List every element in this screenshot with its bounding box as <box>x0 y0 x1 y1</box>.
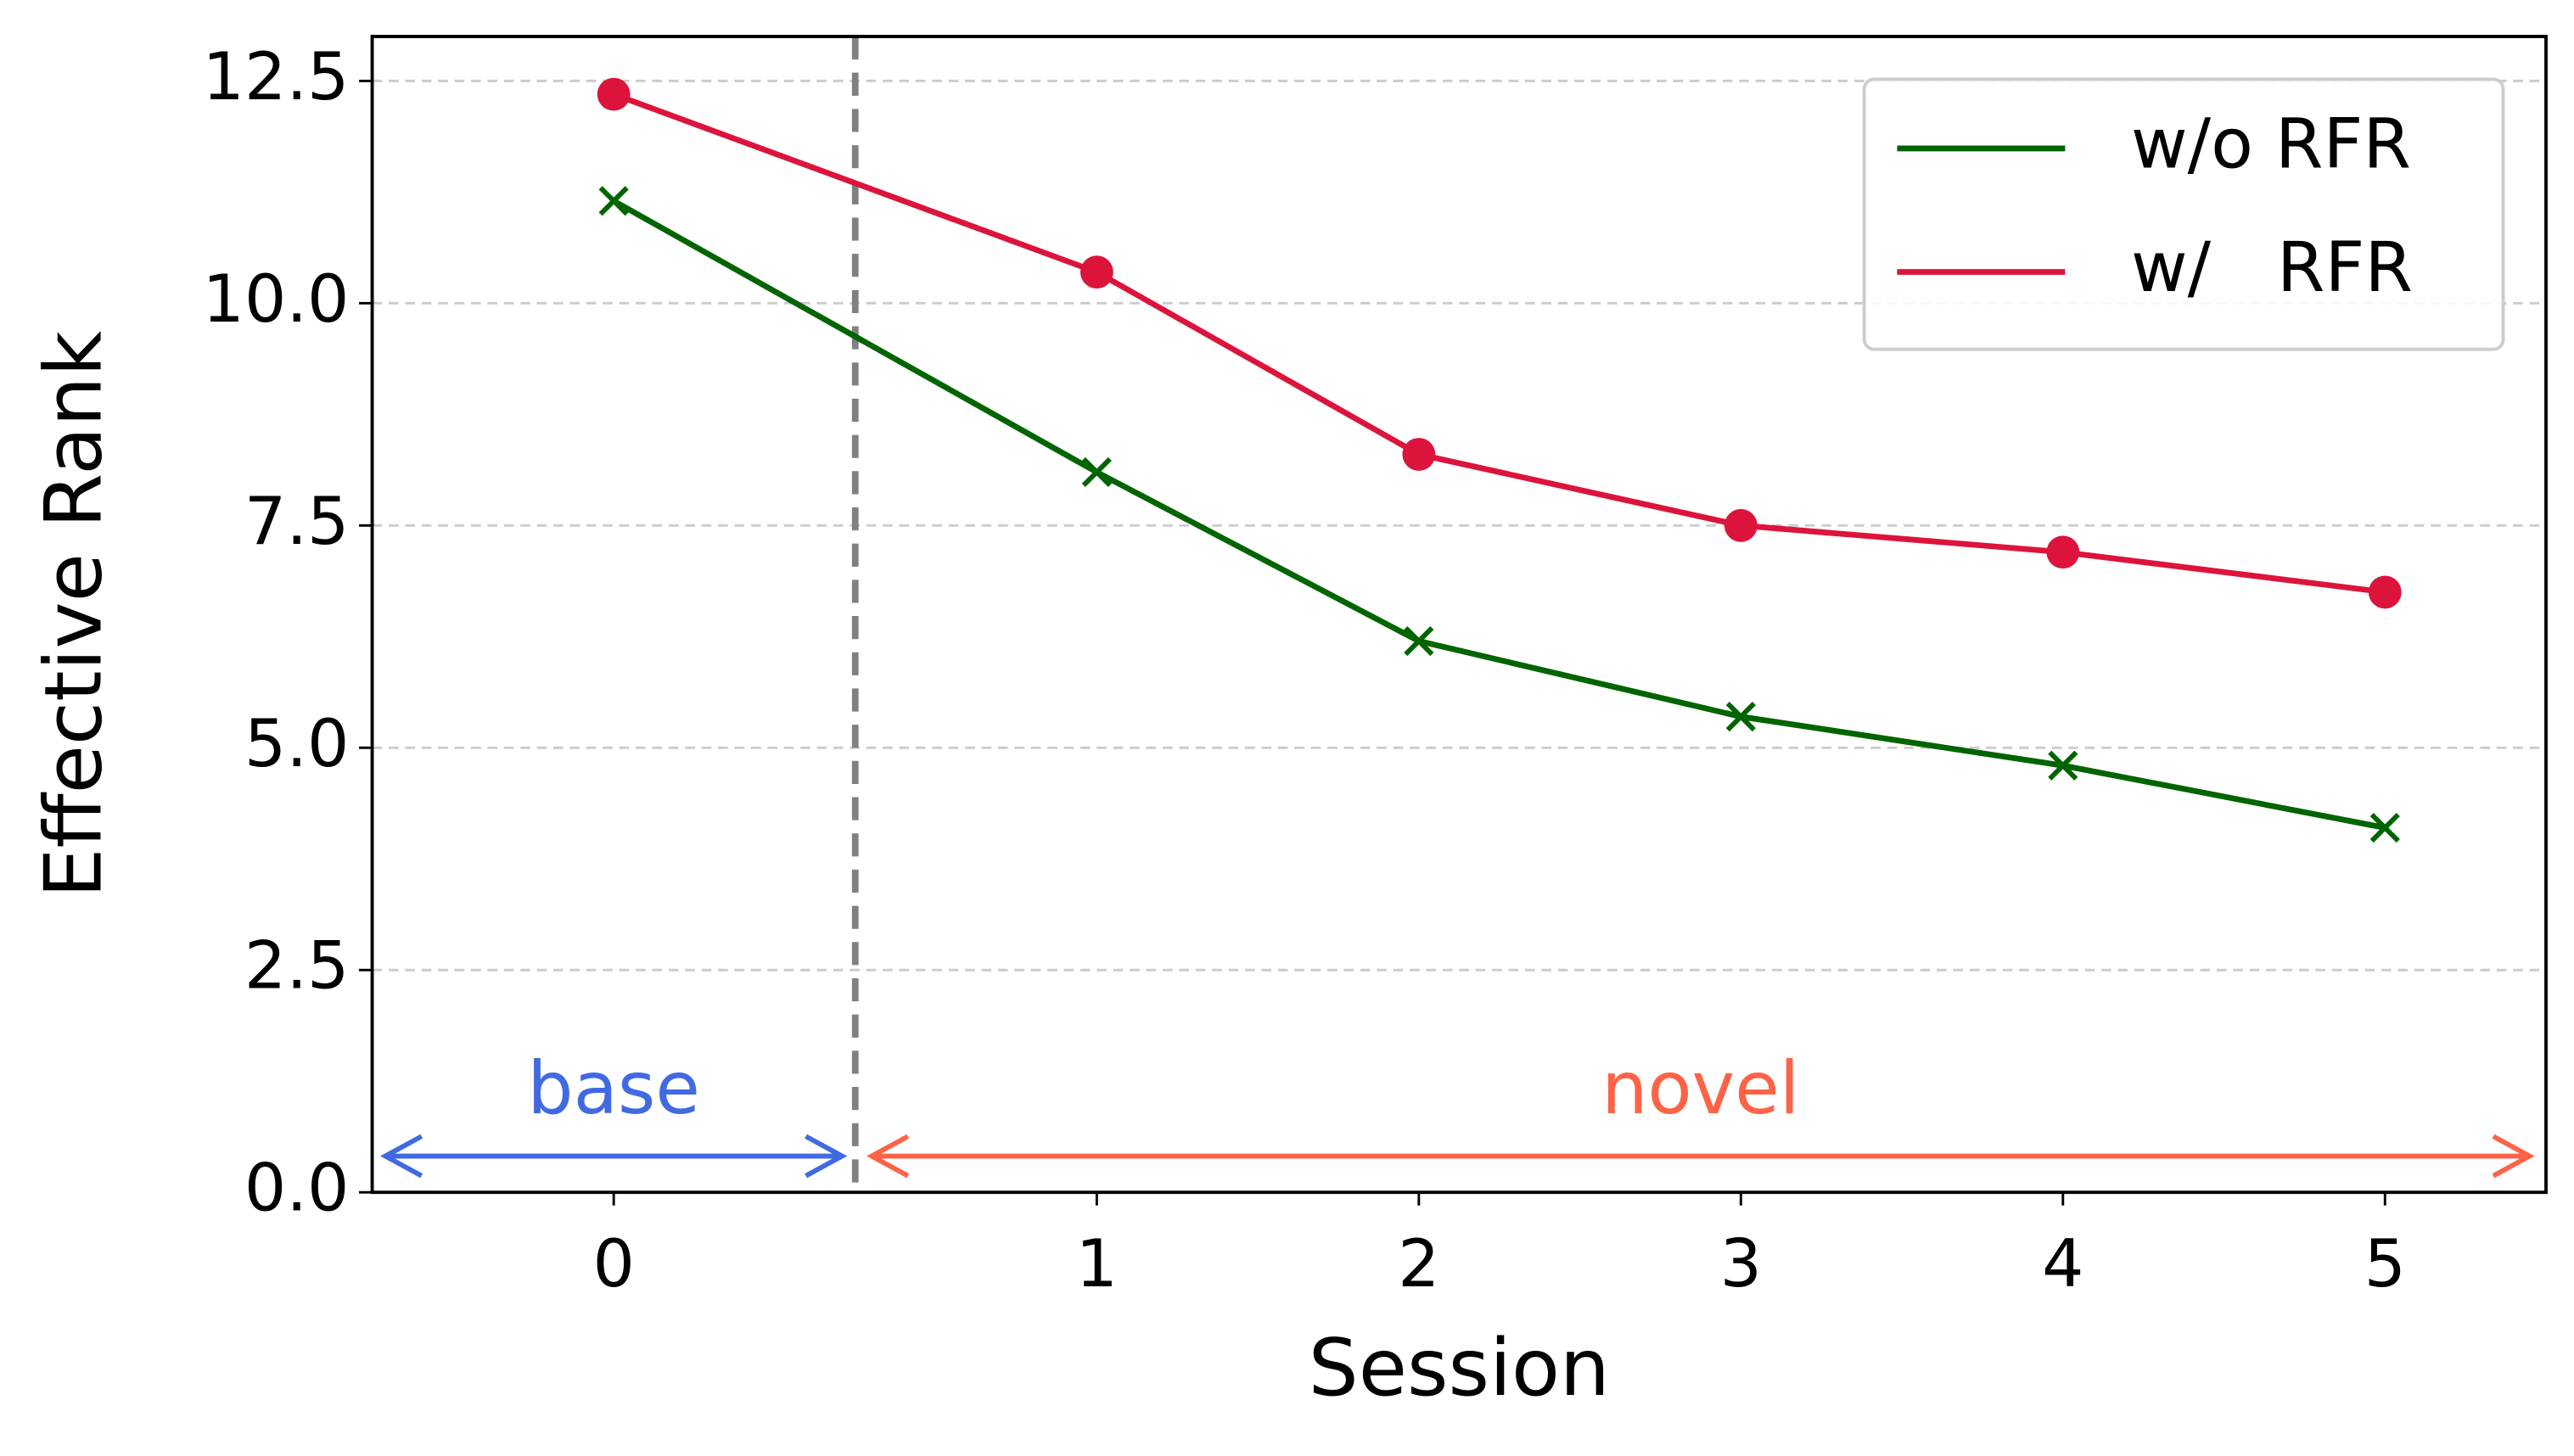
legend-label: w/o RFR <box>2131 104 2411 184</box>
y-tick-label: 2.5 <box>244 928 349 1005</box>
marker <box>2046 535 2080 569</box>
y-tick-label: 0.0 <box>244 1151 349 1227</box>
marker <box>1402 438 1436 471</box>
y-tick-label: 10.0 <box>203 261 350 338</box>
series-line <box>612 198 2386 831</box>
plot-frame <box>370 35 2548 1195</box>
x-tick-label: 3 <box>1720 1226 1762 1302</box>
y-tick-label: 12.5 <box>203 39 350 115</box>
arrow-head <box>805 1134 848 1179</box>
x-tick-label: 4 <box>2042 1226 2083 1302</box>
marker <box>2369 813 2400 843</box>
marker <box>597 77 631 111</box>
y-tick-label: 7.5 <box>244 484 349 560</box>
marker <box>2368 575 2402 609</box>
annotation: base <box>527 1047 700 1131</box>
marker <box>1080 255 1113 289</box>
x-tick-label: 2 <box>1398 1226 1439 1302</box>
arrow-head <box>2492 1134 2535 1179</box>
x-tick-label: 5 <box>2364 1226 2406 1302</box>
marker <box>598 186 629 216</box>
marker <box>1404 625 1434 657</box>
x-tick-label: 1 <box>1076 1226 1118 1302</box>
x-axis-label: Session <box>1309 1322 1610 1414</box>
series-line <box>612 91 2386 596</box>
x-tick-label: 0 <box>592 1226 634 1302</box>
marker <box>2048 750 2078 781</box>
legend: w/o RFR w/ RFR <box>1862 77 2505 351</box>
legend-label: w/ RFR <box>2131 227 2413 308</box>
marker <box>1724 508 1758 542</box>
annotation: novel <box>1601 1047 1799 1131</box>
marker <box>1081 456 1112 488</box>
arrow-head <box>866 1134 910 1179</box>
y-axis-label: Effective Rank <box>28 331 120 899</box>
y-tick-label: 5.0 <box>244 706 349 782</box>
marker <box>1725 702 1756 732</box>
arrow-head <box>379 1134 423 1179</box>
